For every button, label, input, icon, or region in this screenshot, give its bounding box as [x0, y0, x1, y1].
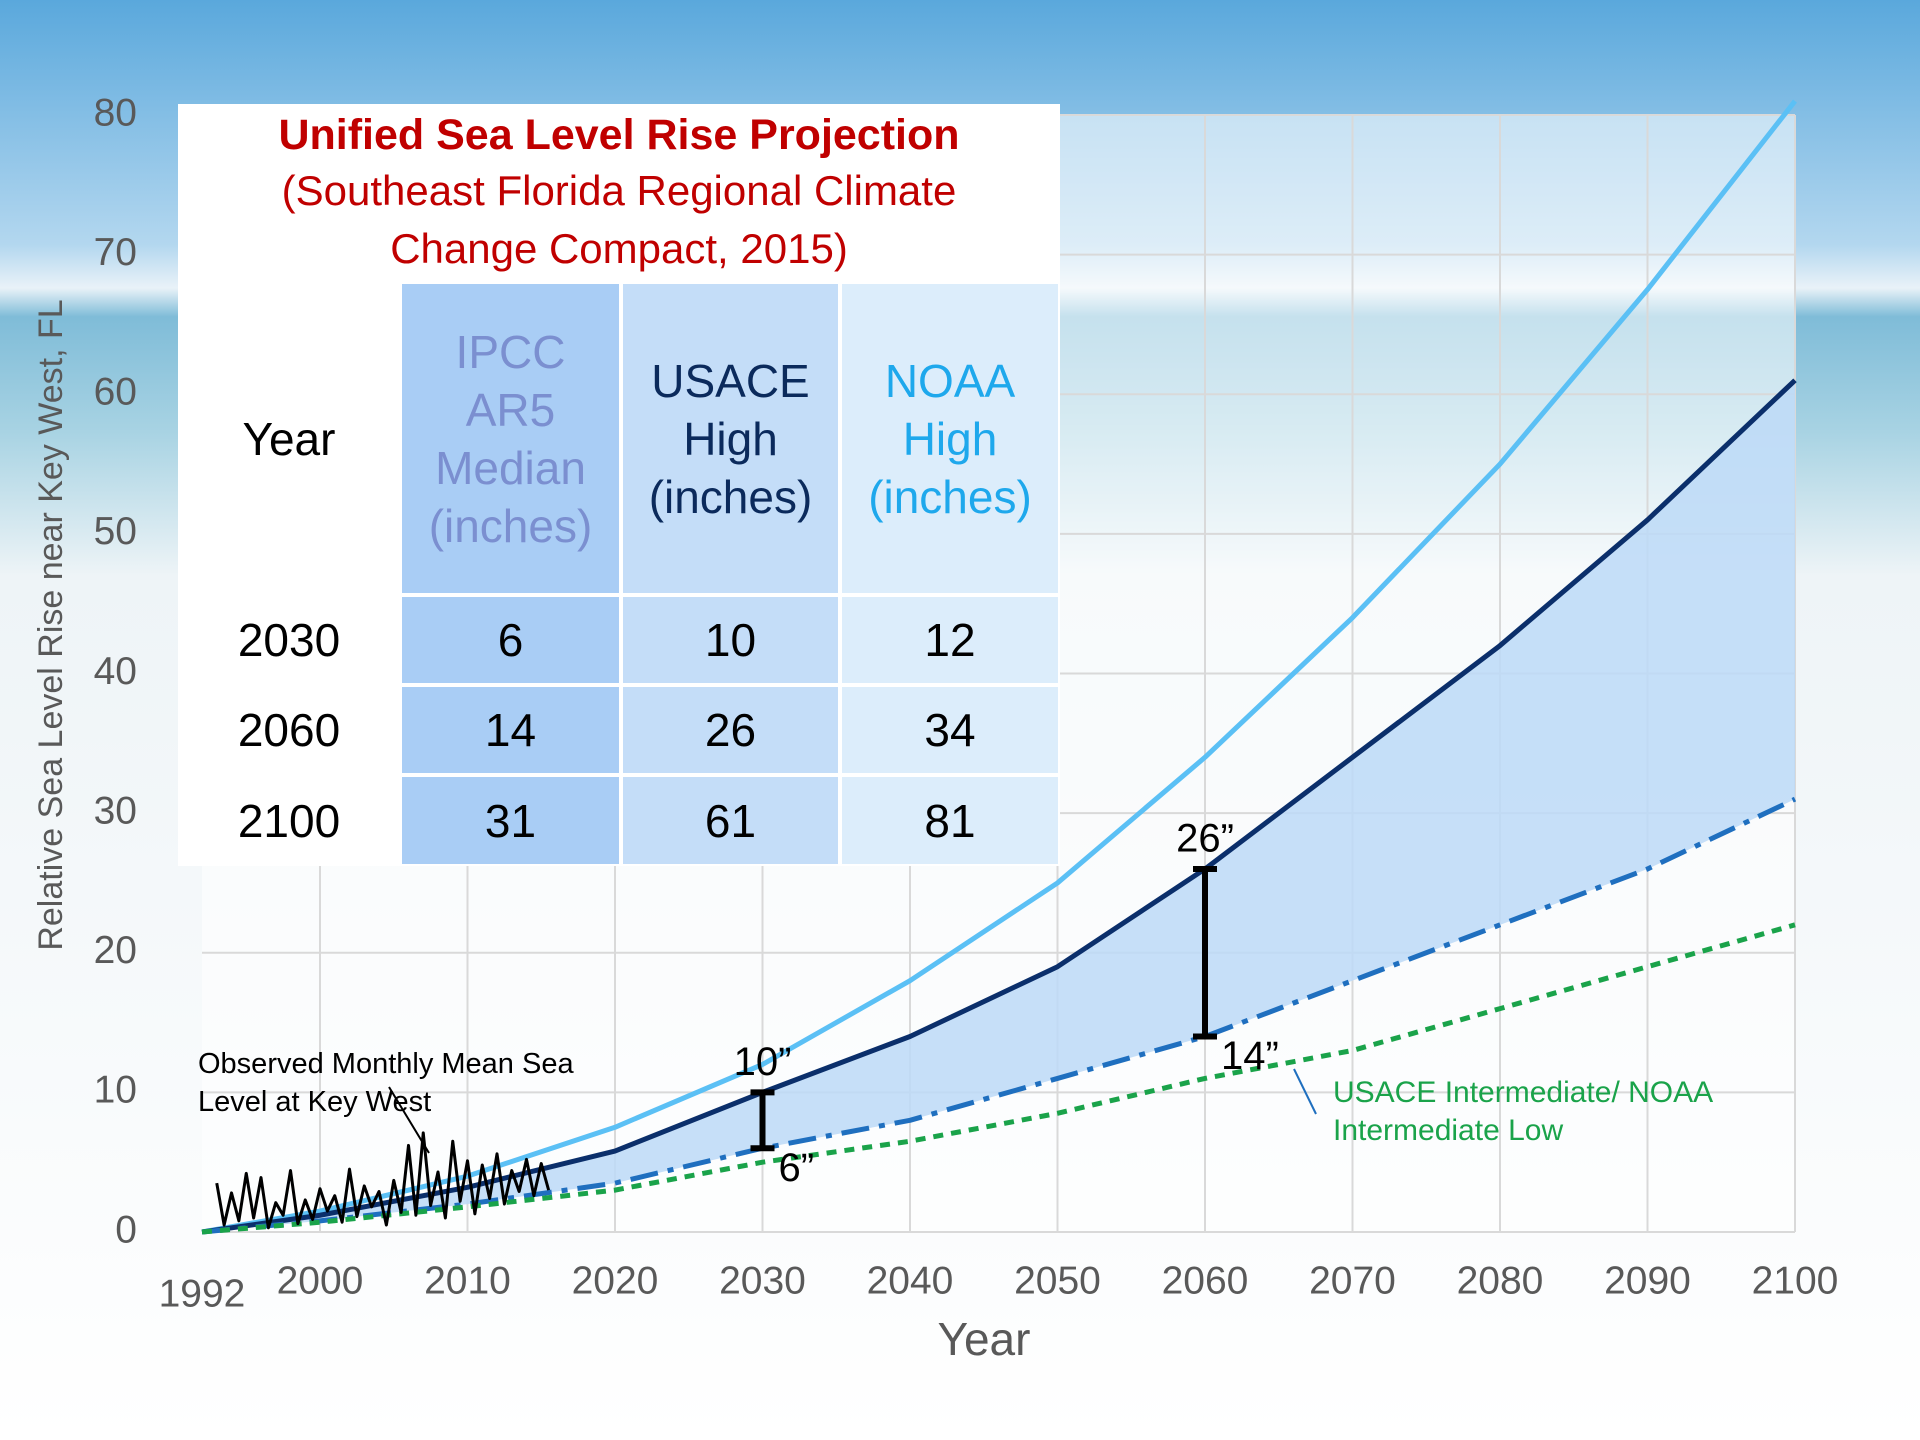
- x-tick-label: 2020: [572, 1259, 659, 1302]
- table-header: Year: [178, 282, 400, 595]
- table-cell: 10: [621, 595, 840, 685]
- x-tick-label: 2090: [1604, 1259, 1691, 1302]
- y-tick-label: 40: [94, 650, 137, 693]
- x-tick-label: 2080: [1457, 1259, 1544, 1302]
- x-tick-label: 2000: [277, 1259, 364, 1302]
- x-tick-label: 1992: [159, 1272, 246, 1315]
- table-cell: 31: [400, 775, 621, 866]
- x-tick-label: 2050: [1014, 1259, 1101, 1302]
- series-label: USACE Intermediate/ NOAA Intermediate Lo…: [1333, 1076, 1712, 1147]
- x-axis-label: Year: [938, 1313, 1031, 1365]
- x-tick-label: 2100: [1752, 1259, 1839, 1302]
- table-cell: 34: [840, 685, 1060, 775]
- bracket-label: 14”: [1221, 1034, 1279, 1078]
- table-cell: 2060: [178, 685, 400, 775]
- table-cell: 2100: [178, 775, 400, 866]
- table-cell: 14: [400, 685, 621, 775]
- x-tick-label: 2040: [867, 1259, 954, 1302]
- annotation: Observed Monthly Mean Sea Level at Key W…: [198, 1048, 574, 1118]
- leader-line: [1293, 1068, 1317, 1115]
- chart-title: Unified Sea Level Rise Projection: [278, 111, 960, 159]
- x-tick-label: 2010: [424, 1259, 511, 1302]
- y-tick-label: 20: [94, 929, 137, 972]
- annotation-arrow: [388, 1086, 430, 1154]
- area-fill: [202, 380, 1795, 1233]
- y-tick-label: 70: [94, 231, 137, 274]
- x-tick-label: 2070: [1309, 1259, 1396, 1302]
- table-header: USACE High (inches): [621, 282, 840, 595]
- bracket-label: 6”: [779, 1146, 815, 1190]
- y-tick-label: 30: [94, 789, 137, 832]
- y-tick-label: 10: [94, 1069, 137, 1112]
- table-cell: 81: [840, 775, 1060, 866]
- table-cell: 12: [840, 595, 1060, 685]
- y-tick-label: 50: [94, 510, 137, 553]
- y-tick-label: 0: [115, 1208, 137, 1251]
- table-header: NOAA High (inches): [840, 282, 1060, 595]
- series-line: [201, 378, 1797, 1235]
- bracket-label: 10”: [734, 1040, 792, 1084]
- title-block: Unified Sea Level Rise Projection (South…: [178, 104, 1060, 282]
- y-tick-label: 60: [94, 371, 137, 414]
- x-tick-label: 2030: [719, 1259, 806, 1302]
- table-cell: 26: [621, 685, 840, 775]
- table-cell: 61: [621, 775, 840, 866]
- series-line: [201, 99, 1797, 1235]
- series-line: [215, 1131, 551, 1230]
- table-header: IPCC AR5 Median (inches): [400, 282, 621, 595]
- table-cell: 6: [400, 595, 621, 685]
- x-tick-label: 2060: [1162, 1259, 1249, 1302]
- y-tick-label: 80: [94, 91, 137, 134]
- y-axis-label: Relative Sea Level Rise near Key West, F…: [32, 299, 70, 950]
- table-cell: 2030: [178, 595, 400, 685]
- chart-subtitle: (Southeast Florida Regional Climate Chan…: [281, 167, 957, 272]
- bracket-label: 26”: [1176, 817, 1234, 861]
